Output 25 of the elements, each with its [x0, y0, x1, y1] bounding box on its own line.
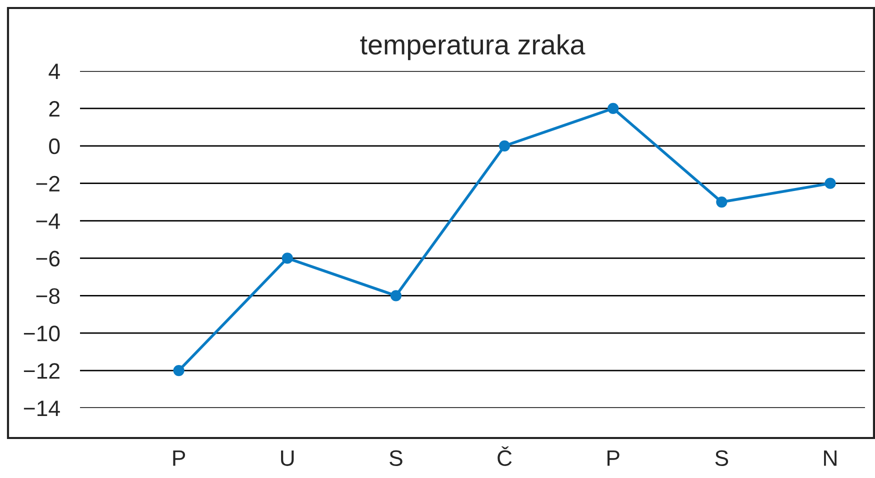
- y-tick-label: 4: [48, 64, 60, 80]
- y-tick-label: −14: [24, 400, 60, 416]
- point: [498, 140, 510, 152]
- y-tick-label: −10: [24, 326, 60, 342]
- point: [608, 102, 619, 114]
- point: [282, 252, 293, 264]
- point: [390, 290, 402, 302]
- y-tick-label: −12: [24, 363, 60, 379]
- point: [173, 365, 184, 376]
- y-tick-label: −6: [36, 250, 60, 266]
- point: [824, 178, 836, 189]
- x-tick-label: P: [608, 450, 620, 466]
- y-tick-label: −2: [36, 176, 60, 192]
- chart-title: temperatura zraka: [360, 34, 586, 60]
- x-tick-label: S: [715, 450, 728, 466]
- x-tick-label: U: [281, 450, 294, 466]
- y-tick-label: 2: [49, 100, 60, 116]
- y-tick-label: 0: [49, 138, 60, 154]
- x-tick-label: N: [824, 450, 836, 466]
- point: [716, 196, 728, 208]
- x-tick-label: P: [173, 450, 186, 466]
- x-tick-label: Č: [498, 446, 512, 466]
- y-tick-label: −4: [36, 214, 60, 229]
- x-tick-label: S: [390, 450, 402, 466]
- y-tick-label: −8: [36, 288, 60, 304]
